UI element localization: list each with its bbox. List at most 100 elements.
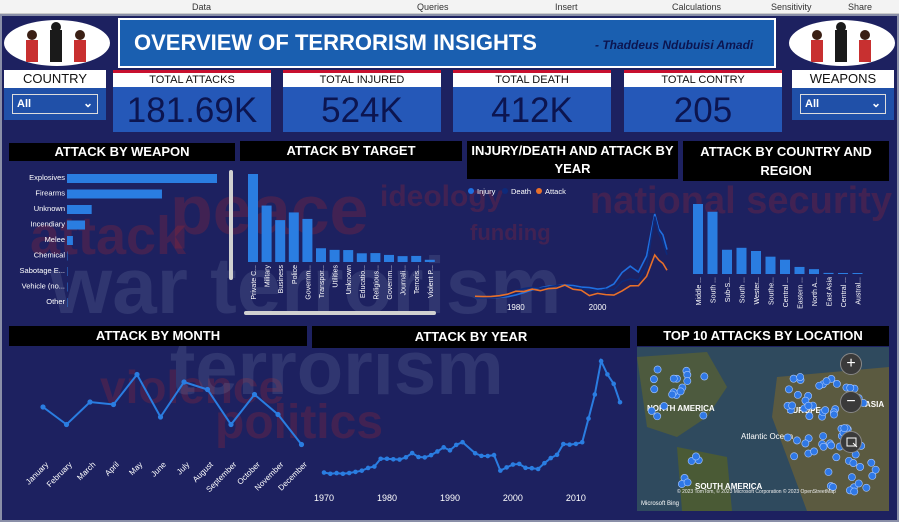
target-chart-scrollbar[interactable] bbox=[244, 311, 436, 315]
attack-year-point bbox=[334, 470, 339, 476]
weapon-bar bbox=[67, 236, 73, 245]
legend-marker bbox=[536, 188, 542, 194]
attack-year-point bbox=[523, 465, 528, 471]
map-label-south-america: SOUTH AMERICA bbox=[695, 482, 762, 491]
map-marker bbox=[796, 373, 805, 381]
weapons-dropdown-value: All bbox=[805, 98, 820, 110]
chevron-down-icon: ⌄ bbox=[870, 96, 881, 110]
legend-label: Injury bbox=[477, 187, 496, 196]
region-tick-label: North A... bbox=[812, 277, 819, 306]
menu-insert[interactable]: Insert bbox=[555, 2, 578, 12]
region-bar bbox=[809, 269, 819, 274]
x-tick-label: 2000 bbox=[589, 303, 607, 312]
map-select-button[interactable] bbox=[840, 431, 862, 453]
target-bar bbox=[343, 250, 354, 262]
map-zoom-out-button[interactable]: − bbox=[840, 391, 862, 413]
target-bar bbox=[261, 205, 272, 262]
month-point bbox=[87, 399, 93, 405]
weapon-tick-label: Incendiary bbox=[30, 220, 65, 229]
attack-year-point bbox=[548, 455, 554, 461]
region-bar-chart: Middle ... South ... Sub-S... South ... West… bbox=[693, 204, 863, 309]
map-marker bbox=[653, 412, 662, 421]
map-marker bbox=[862, 483, 871, 492]
author-credit: - Thaddeus Ndubuisi Amadi bbox=[595, 38, 754, 52]
menu-sensitivity[interactable]: Sensitivity bbox=[771, 2, 812, 12]
weapons-dropdown[interactable]: All ⌄ bbox=[800, 94, 886, 114]
attack-location-map[interactable]: NORTH AMERICA Atlantic Ocean SOUTH AMERI… bbox=[637, 347, 889, 511]
weapon-chart-scrollbar[interactable] bbox=[229, 170, 233, 280]
weapon-bar bbox=[67, 189, 162, 199]
region-bar bbox=[838, 273, 848, 274]
weapon-tick-label: Explosives bbox=[29, 173, 65, 182]
legend-label: Attack bbox=[545, 187, 566, 196]
map-marker bbox=[868, 471, 877, 480]
menu-calculations[interactable]: Calculations bbox=[672, 2, 722, 12]
attack-year-point bbox=[327, 471, 333, 477]
attack-year-point bbox=[617, 399, 623, 405]
attack-year-point bbox=[592, 392, 598, 397]
menu-share[interactable]: Share bbox=[848, 2, 873, 12]
map-zoom-in-button[interactable]: + bbox=[840, 353, 862, 375]
region-tick-label: Middle ... bbox=[696, 277, 703, 305]
map-marker bbox=[867, 458, 876, 467]
attack-year-line bbox=[323, 357, 621, 475]
legend-marker bbox=[468, 188, 474, 194]
attack-year-point bbox=[441, 445, 446, 450]
region-bar bbox=[765, 256, 776, 274]
country-dropdown-value: All bbox=[17, 98, 32, 110]
target-tick-label: Military bbox=[265, 265, 272, 288]
map-marker bbox=[824, 468, 833, 476]
attack-year-chart-title: ATTACK BY YEAR bbox=[312, 326, 630, 348]
map-marker bbox=[788, 401, 797, 410]
attack-year-point bbox=[535, 466, 541, 472]
kpi-total-attacks: TOTAL ATTACKS 181.69K bbox=[113, 70, 271, 132]
menu-queries[interactable]: Queries bbox=[417, 2, 449, 12]
weapon-bar bbox=[67, 267, 68, 276]
target-bar bbox=[329, 249, 340, 262]
map-marker bbox=[854, 479, 863, 488]
month-point bbox=[204, 386, 211, 393]
weapon-bar bbox=[67, 205, 92, 214]
month-point bbox=[181, 379, 187, 385]
dashboard-title: OVERVIEW OF TERRORISM INSIGHTS bbox=[134, 30, 537, 55]
month-point bbox=[63, 421, 70, 428]
target-tick-label: Educatio... bbox=[360, 265, 367, 298]
map-marker bbox=[660, 402, 668, 410]
attack-year-point bbox=[598, 358, 604, 364]
map-attribution: © 2023 TomTom, © 2023 Microsoft Corporat… bbox=[677, 488, 836, 495]
attack-year-point bbox=[409, 450, 415, 456]
menu-data[interactable]: Data bbox=[192, 2, 212, 12]
x-tick-label: 1980 bbox=[507, 303, 525, 312]
map-title: TOP 10 ATTACKS BY LOCATION bbox=[637, 326, 889, 346]
attack-year-point bbox=[359, 468, 365, 473]
x-tick-label: 1970 bbox=[314, 493, 334, 503]
attack-year-point bbox=[390, 456, 396, 462]
map-marker bbox=[676, 387, 685, 396]
map-marker bbox=[683, 478, 692, 487]
region-tick-label: South ... bbox=[711, 277, 718, 303]
attack-year-point bbox=[611, 381, 617, 387]
attack-year-point bbox=[397, 457, 402, 462]
x-tick-label: 1990 bbox=[440, 493, 460, 503]
map-label-atlantic: Atlantic Ocean bbox=[741, 432, 793, 441]
target-bar bbox=[316, 248, 326, 262]
map-marker bbox=[650, 375, 658, 384]
target-bar bbox=[424, 259, 435, 262]
x-tick-label: 2000 bbox=[503, 493, 523, 503]
map-marker bbox=[832, 453, 841, 462]
month-tick-label: July bbox=[175, 460, 191, 476]
map-marker bbox=[821, 406, 830, 415]
country-dropdown[interactable]: All ⌄ bbox=[12, 94, 98, 114]
target-tick-label: Religious... bbox=[373, 265, 380, 300]
region-bar bbox=[823, 272, 834, 274]
map-marker bbox=[650, 385, 659, 394]
map-marker bbox=[819, 442, 828, 451]
legend-label: Death bbox=[511, 187, 531, 196]
kpi-value: 412K bbox=[491, 91, 573, 130]
target-bar bbox=[384, 254, 394, 262]
attack-year-line-chart: 1970 1980 1990 2000 2010 bbox=[314, 357, 623, 503]
month-tick-label: June bbox=[149, 460, 168, 479]
attack-year-point bbox=[516, 461, 522, 467]
map-marker bbox=[830, 410, 838, 419]
weapon-chart-title: ATTACK BY WEAPON bbox=[9, 143, 235, 161]
